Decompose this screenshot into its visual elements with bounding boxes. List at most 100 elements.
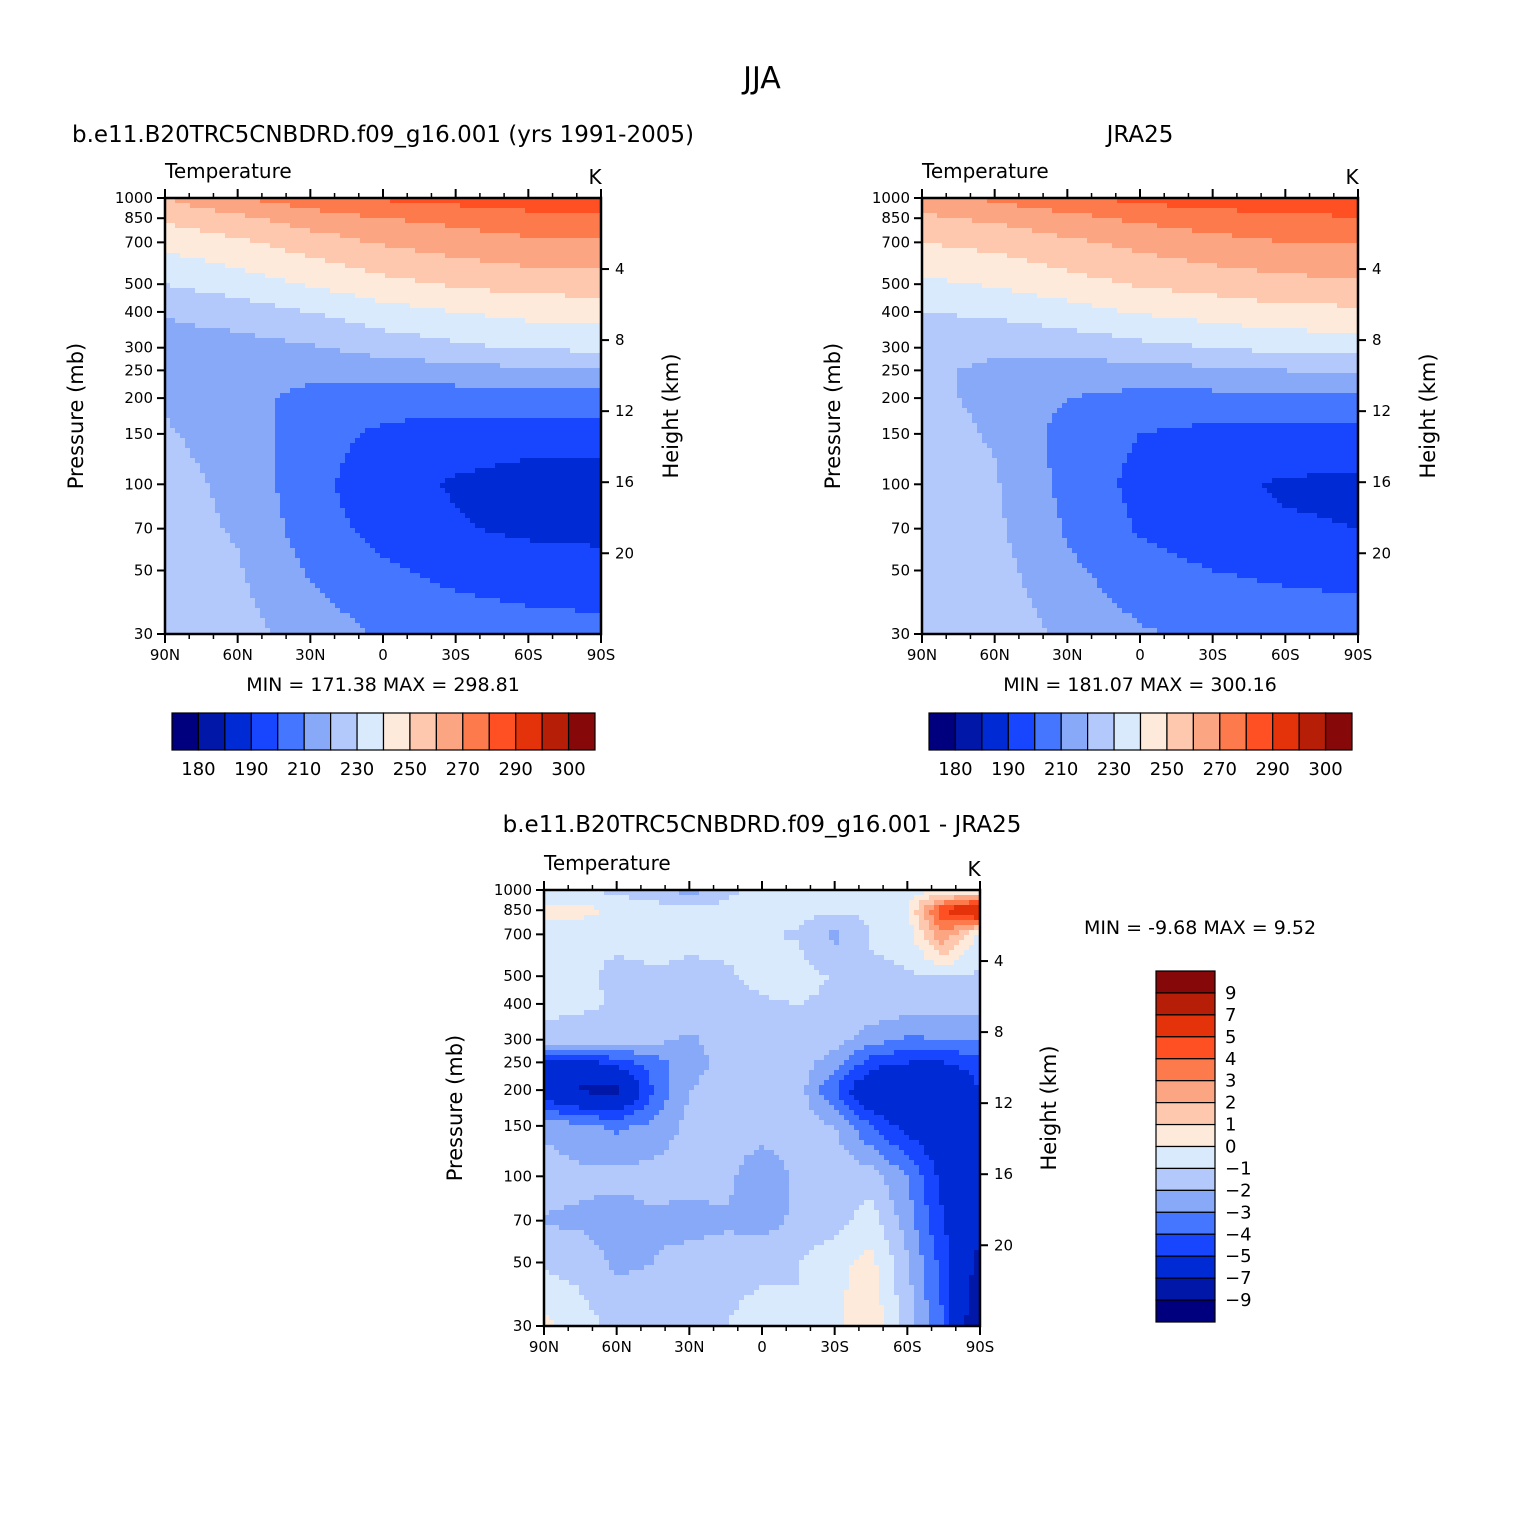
model-field-cell <box>580 258 586 264</box>
model-field-cell <box>390 408 396 414</box>
model-field-cell <box>360 438 366 444</box>
model-field-cell <box>500 213 506 219</box>
model-field-cell <box>310 338 316 344</box>
model-field-cell <box>570 448 576 454</box>
model-field-cells <box>165 198 602 635</box>
model-field-cell <box>180 473 186 479</box>
model-field-cell <box>285 348 291 354</box>
model-field-cell <box>505 428 511 434</box>
model-field-cell <box>175 338 181 344</box>
model-field-cell <box>575 243 581 249</box>
model-field-cell <box>440 233 446 239</box>
model-field-cell <box>310 258 316 264</box>
model-field-cell <box>540 263 546 269</box>
model-field-cell <box>415 218 421 224</box>
model-field-cell <box>570 323 576 329</box>
model-field-cell <box>450 363 456 369</box>
model-field-cell <box>560 363 566 369</box>
model-field-cell <box>210 328 216 334</box>
model-field-cell <box>505 203 511 209</box>
model-field-cell <box>580 243 586 249</box>
model-field-cell <box>475 238 481 244</box>
model-field-cell <box>565 303 571 309</box>
model-field-cell <box>180 398 186 404</box>
model-field-cell <box>195 393 201 399</box>
model-field-cell <box>295 338 301 344</box>
model-field-cell <box>505 328 511 334</box>
model-field-cell <box>230 238 236 244</box>
model-field-cell <box>290 478 296 484</box>
model-field-cell <box>300 288 306 294</box>
model-field-cell <box>545 238 551 244</box>
model-field-cell <box>535 323 541 329</box>
model-field-cell <box>485 398 491 404</box>
model-field-cell <box>310 468 316 474</box>
model-field-cell <box>175 313 181 319</box>
model-field-cell <box>510 423 516 429</box>
model-field-cell <box>560 383 566 389</box>
model-field-cell <box>325 343 331 349</box>
model-field-cell <box>530 273 536 279</box>
model-field-cell <box>515 428 521 434</box>
model-field-cell <box>555 303 561 309</box>
model-field-cell <box>250 308 256 314</box>
model-field-cell <box>250 283 256 289</box>
model-field-cell <box>185 298 191 304</box>
model-field-cell <box>350 283 356 289</box>
model-field-cell <box>495 348 501 354</box>
model-field-cell <box>190 308 196 314</box>
model-field-cell <box>270 263 276 269</box>
model-field-cell <box>420 223 426 229</box>
model-field-cell <box>185 313 191 319</box>
model-field-cell <box>475 338 481 344</box>
model-field-cell <box>195 398 201 404</box>
model-field-cell <box>315 313 321 319</box>
model-field-cell <box>525 258 531 264</box>
model-field-cell <box>245 403 251 409</box>
model-field-cell <box>470 298 476 304</box>
model-field-cell <box>375 413 381 419</box>
model-field-cell <box>270 373 276 379</box>
model-field-cell <box>335 433 341 439</box>
model-field-cell <box>285 238 291 244</box>
model-field-cell <box>275 383 281 389</box>
model-field-cell <box>460 228 466 234</box>
model-field-cell <box>510 348 516 354</box>
model-field-cell <box>580 473 586 479</box>
model-field-cell <box>340 353 346 359</box>
model-field-cell <box>435 233 441 239</box>
model-field-cell <box>560 398 566 404</box>
model-field-cell <box>500 333 506 339</box>
model-field-cell <box>390 428 396 434</box>
model-field-cell <box>535 473 541 479</box>
model-field-cell <box>170 248 176 254</box>
model-field-cell <box>230 228 236 234</box>
model-field-cell <box>325 268 331 274</box>
model-field-cell <box>265 368 271 374</box>
model-field-cell <box>195 373 201 379</box>
model-field-cell <box>335 278 341 284</box>
model-field-cell <box>240 378 246 384</box>
model-field-cell <box>285 233 291 239</box>
model-field-cell <box>200 243 206 249</box>
model-field-cell <box>495 253 501 259</box>
model-field-cell <box>180 368 186 374</box>
model-field-cell <box>260 338 266 344</box>
model-field-cell <box>440 258 446 264</box>
model-field-cell <box>410 378 416 384</box>
model-field-cell <box>195 443 201 449</box>
model-field-cell <box>340 373 346 379</box>
model-field-cell <box>565 308 571 314</box>
model-field-cell <box>210 238 216 244</box>
model-field-cell <box>500 353 506 359</box>
model-field-cell <box>420 463 426 469</box>
model-field-cell <box>225 298 231 304</box>
model-field-cell <box>220 263 226 269</box>
model-field-cell <box>230 318 236 324</box>
model-field-cell <box>470 463 476 469</box>
model-field-cell <box>525 253 531 259</box>
model-field-cell <box>505 448 511 454</box>
model-field-cell <box>445 448 451 454</box>
model-field-cell <box>520 328 526 334</box>
model-field-cell <box>400 393 406 399</box>
